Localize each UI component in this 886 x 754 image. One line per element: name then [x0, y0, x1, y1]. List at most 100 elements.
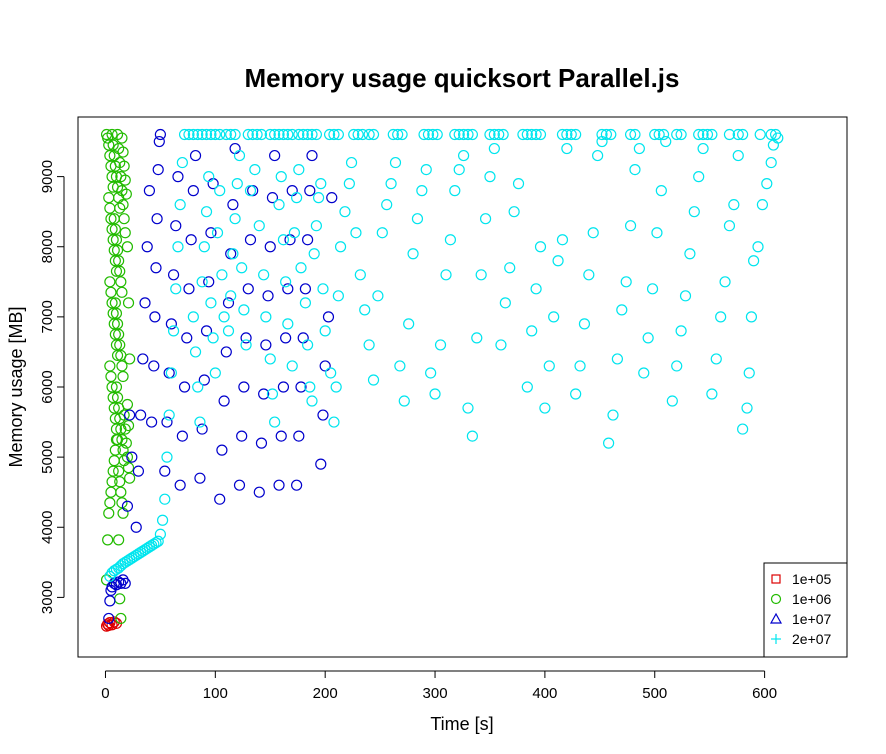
data-point	[113, 328, 125, 341]
data-point	[205, 297, 217, 309]
data-point	[111, 244, 124, 256]
data-points	[100, 128, 784, 632]
data-point	[449, 185, 461, 197]
data-point	[104, 202, 116, 214]
data-point	[116, 286, 128, 298]
data-point	[183, 283, 195, 295]
data-point	[693, 128, 705, 141]
data-point	[176, 430, 188, 442]
data-point	[109, 223, 121, 235]
data-point	[275, 430, 287, 442]
data-point	[427, 128, 439, 141]
data-point	[119, 423, 131, 435]
data-point	[297, 128, 309, 141]
data-point	[216, 444, 228, 456]
data-point	[114, 593, 126, 605]
data-point	[163, 367, 175, 379]
data-point	[122, 419, 135, 432]
data-point	[679, 290, 692, 302]
data-point	[172, 171, 184, 183]
data-point	[517, 128, 529, 141]
data-point	[466, 128, 478, 141]
data-point	[565, 128, 577, 141]
data-point	[732, 128, 744, 141]
data-point	[543, 360, 555, 372]
data-point	[769, 128, 782, 141]
data-point	[453, 163, 465, 176]
data-point	[156, 514, 169, 526]
data-point	[655, 185, 667, 197]
data-point	[710, 353, 722, 365]
data-point	[275, 171, 287, 183]
data-point	[282, 128, 294, 141]
data-point	[242, 128, 254, 141]
y-tick-label: 4000	[39, 511, 56, 544]
data-point	[280, 332, 292, 344]
data-point	[761, 178, 773, 190]
data-point	[286, 185, 298, 197]
data-point	[139, 297, 151, 309]
data-point	[583, 269, 595, 281]
data-point	[291, 479, 303, 491]
data-point	[247, 128, 259, 141]
data-point	[154, 528, 166, 540]
data-point	[367, 374, 380, 386]
data-point	[697, 128, 709, 141]
data-point	[106, 619, 118, 631]
x-tick-label: 100	[203, 685, 228, 702]
data-point	[229, 142, 241, 155]
data-point	[222, 297, 235, 309]
data-point	[152, 535, 164, 547]
data-point	[293, 128, 305, 141]
data-point	[317, 409, 329, 421]
data-point	[752, 241, 764, 253]
data-point	[269, 416, 281, 428]
data-point	[130, 521, 142, 533]
data-point	[332, 128, 344, 141]
data-point	[105, 213, 117, 225]
data-point	[273, 479, 285, 491]
data-point	[310, 128, 322, 141]
data-point	[596, 135, 608, 148]
series-1e+06	[100, 128, 136, 625]
data-point	[225, 290, 237, 302]
data-point	[367, 128, 380, 141]
data-point	[143, 185, 156, 197]
data-point	[312, 192, 325, 204]
data-point	[624, 220, 637, 232]
data-point	[319, 325, 331, 337]
data-point	[214, 493, 226, 505]
data-point	[203, 171, 215, 183]
data-point	[420, 163, 432, 176]
data-point	[120, 188, 132, 200]
data-point	[229, 128, 241, 141]
data-point	[319, 360, 331, 372]
data-point	[238, 304, 250, 316]
data-point	[146, 416, 158, 428]
data-point	[141, 241, 153, 253]
data-point	[207, 332, 219, 344]
data-point	[605, 128, 617, 141]
data-point	[113, 465, 125, 477]
data-point	[121, 241, 134, 253]
data-point	[116, 360, 128, 372]
data-point	[196, 128, 208, 141]
data-point	[121, 451, 134, 463]
data-point	[121, 398, 134, 411]
data-point	[475, 269, 487, 281]
data-point	[479, 213, 492, 225]
data-point	[118, 160, 130, 172]
data-point	[110, 339, 123, 351]
data-point	[457, 128, 470, 141]
plot-frame	[77, 116, 848, 658]
data-point	[172, 241, 184, 253]
data-point	[150, 262, 162, 274]
data-point	[103, 139, 115, 151]
data-point	[508, 206, 520, 218]
legend-plus-icon	[771, 634, 781, 644]
data-point	[111, 318, 124, 330]
data-point	[539, 402, 551, 414]
data-point	[352, 128, 364, 141]
data-point	[310, 220, 322, 232]
series-1e+07	[103, 128, 338, 625]
